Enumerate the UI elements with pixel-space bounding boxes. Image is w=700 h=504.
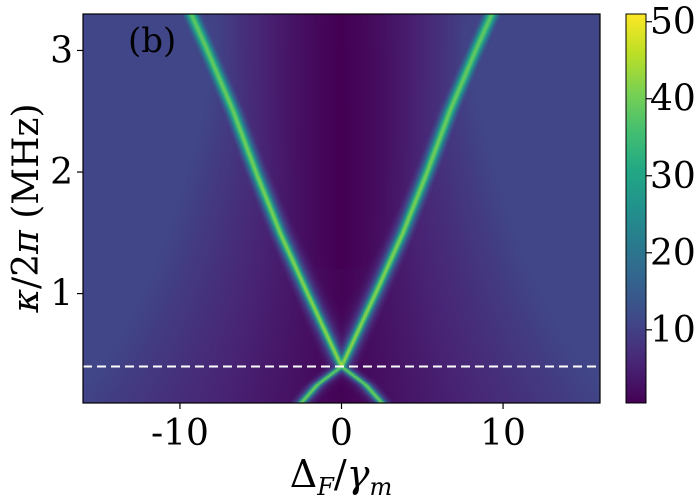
colorbar-tick-label: 50 [650,2,696,43]
y-tick-label: 1 [50,274,73,315]
y-axis-ticks: 1 2 3 [50,30,83,315]
x-tick-label: -10 [151,413,209,454]
x-axis-label: ΔF/γm [290,452,392,500]
x-tick-label: 0 [330,413,353,454]
y-tick-label: 2 [50,152,73,193]
x-tick-label: 10 [480,413,526,454]
colorbar-tick-label: 20 [650,233,696,274]
x-axis-ticks: -10 0 10 [151,403,526,454]
colorbar [625,13,647,404]
y-tick-label: 3 [50,30,73,71]
colorbar-tick-label: 30 [650,156,696,197]
colorbar-tick-label: 10 [650,310,696,351]
heatmap-image [83,14,600,403]
colorbar-tick-label: 40 [650,79,696,120]
colorbar-ticks: 10 20 30 40 50 [646,2,696,351]
y-axis-label: κ/2π (MHz) [6,103,47,313]
panel-label: (b) [128,21,176,61]
heatmap-area [83,14,600,403]
